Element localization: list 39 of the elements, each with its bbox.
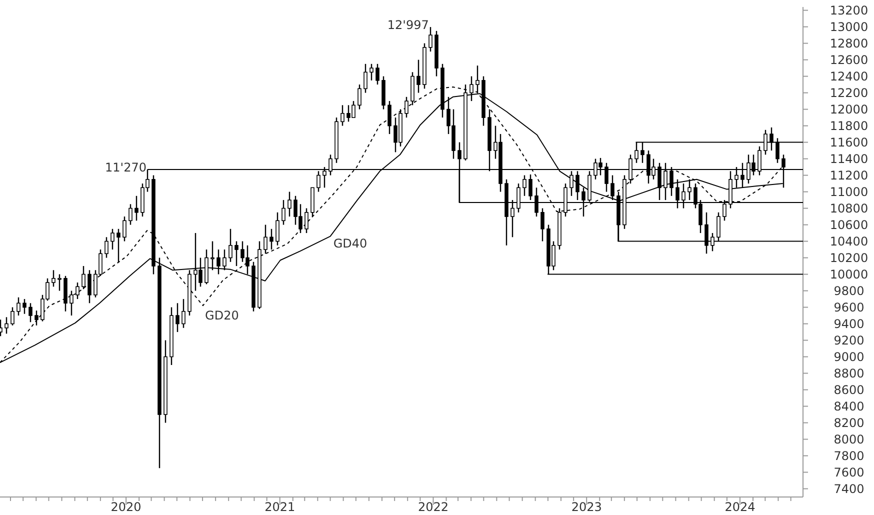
y-tick-label: 12200 xyxy=(830,86,868,100)
y-tick-label: 9000 xyxy=(834,350,864,364)
y-tick-label: 11200 xyxy=(830,168,868,182)
y-tick-label: 11800 xyxy=(830,118,868,133)
series-label: GD20 xyxy=(205,308,239,323)
y-tick-label: 12000 xyxy=(830,102,868,116)
y-tick-label: 12800 xyxy=(830,36,868,50)
y-tick-label: 8200 xyxy=(834,416,864,430)
y-tick-label: 9400 xyxy=(834,316,864,331)
y-tick-label: 13200 xyxy=(830,4,868,18)
series-label: GD40 xyxy=(333,236,368,250)
y-tick-label: 8800 xyxy=(834,366,864,380)
y-tick-label: 10600 xyxy=(830,218,868,232)
y-tick-label: 9200 xyxy=(834,333,864,348)
y-tick-label: 10800 xyxy=(830,201,868,216)
x-tick-label: 2021 xyxy=(264,500,296,514)
y-tick-label: 12400 xyxy=(830,69,868,84)
y-tick-label: 10400 xyxy=(830,234,868,248)
y-tick-label: 11600 xyxy=(830,135,868,150)
y-tick-label: 11000 xyxy=(830,184,868,199)
y-tick-label: 11400 xyxy=(830,152,868,166)
y-tick-label: 7800 xyxy=(834,448,864,463)
y-tick-label: 10000 xyxy=(830,267,868,282)
x-tick-label: 2024 xyxy=(724,500,756,514)
x-tick-label: 2022 xyxy=(418,500,448,514)
y-tick-label: 8000 xyxy=(834,432,864,446)
y-tick-label: 8600 xyxy=(834,382,864,397)
y-tick-label: 9600 xyxy=(834,300,864,314)
y-tick-label: 13000 xyxy=(830,20,868,34)
y-tick-label: 10200 xyxy=(830,250,868,265)
y-tick-label: 7400 xyxy=(834,482,864,496)
y-tick-label: 8400 xyxy=(834,399,864,414)
y-tick-label: 12600 xyxy=(830,52,868,67)
annotation: 12'997 xyxy=(387,18,429,32)
annotation: 11'270 xyxy=(105,160,146,175)
y-tick-label: 7600 xyxy=(834,465,864,480)
x-tick-label: 2020 xyxy=(110,500,142,514)
y-tick-label: 9800 xyxy=(834,284,864,298)
x-tick-label: 2023 xyxy=(571,500,602,514)
